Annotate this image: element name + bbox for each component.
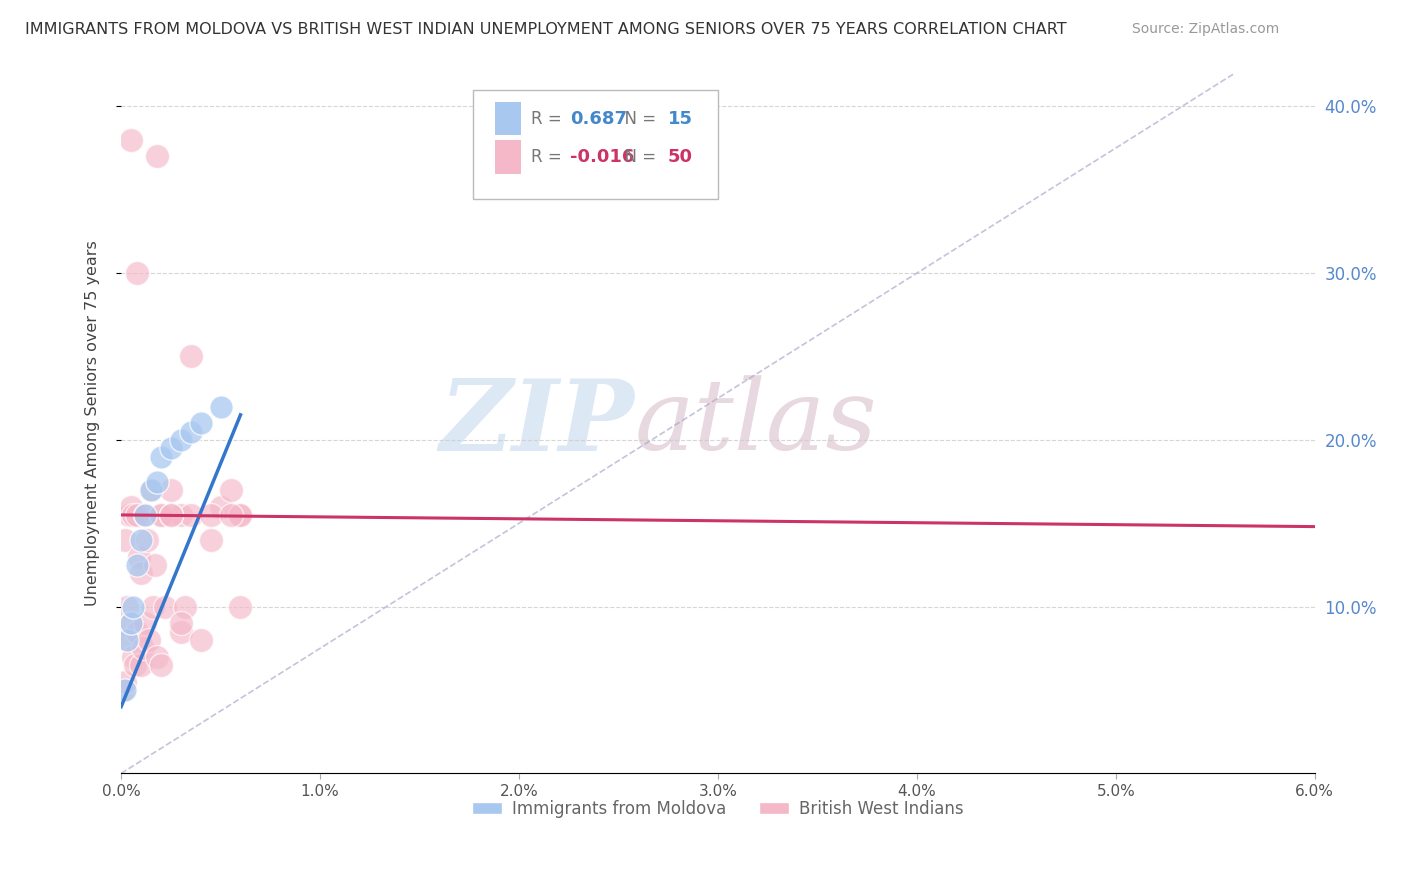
- Point: [139, 483, 162, 497]
- Point: [173, 599, 195, 614]
- Point: [142, 599, 165, 614]
- Bar: [495, 102, 522, 136]
- Point: [128, 549, 150, 564]
- Point: [120, 616, 142, 631]
- Point: [118, 508, 141, 522]
- Point: [112, 683, 135, 698]
- Point: [120, 133, 142, 147]
- Point: [122, 599, 145, 614]
- Point: [125, 624, 148, 639]
- Text: R =: R =: [530, 110, 567, 128]
- Point: [129, 566, 152, 581]
- Point: [125, 266, 148, 280]
- Point: [146, 649, 169, 664]
- Text: Source: ZipAtlas.com: Source: ZipAtlas.com: [1132, 22, 1279, 37]
- Point: [114, 674, 136, 689]
- Point: [125, 558, 148, 572]
- Point: [114, 533, 136, 547]
- Point: [170, 433, 193, 447]
- Point: [160, 483, 183, 497]
- Text: 50: 50: [668, 148, 693, 166]
- Point: [200, 508, 222, 522]
- Y-axis label: Unemployment Among Seniors over 75 years: Unemployment Among Seniors over 75 years: [86, 240, 100, 606]
- Point: [149, 658, 172, 673]
- Point: [160, 508, 183, 522]
- Point: [143, 558, 166, 572]
- Text: 15: 15: [668, 110, 693, 128]
- Point: [190, 416, 212, 430]
- Bar: [495, 140, 522, 174]
- Point: [139, 483, 162, 497]
- Point: [115, 599, 138, 614]
- Point: [134, 508, 156, 522]
- Point: [149, 508, 172, 522]
- Point: [129, 533, 152, 547]
- Point: [124, 658, 146, 673]
- Point: [209, 400, 232, 414]
- Legend: Immigrants from Moldova, British West Indians: Immigrants from Moldova, British West In…: [465, 793, 970, 824]
- Point: [190, 633, 212, 648]
- Point: [229, 599, 252, 614]
- Point: [170, 624, 193, 639]
- Point: [149, 508, 172, 522]
- Point: [149, 450, 172, 464]
- Point: [115, 633, 138, 648]
- Point: [153, 599, 176, 614]
- Point: [122, 649, 145, 664]
- Point: [180, 508, 202, 522]
- Point: [122, 508, 145, 522]
- Point: [134, 616, 156, 631]
- Point: [160, 508, 183, 522]
- Point: [229, 508, 252, 522]
- Point: [118, 633, 141, 648]
- Point: [170, 508, 193, 522]
- Point: [209, 500, 232, 514]
- Point: [114, 683, 136, 698]
- Point: [180, 425, 202, 439]
- Text: ZIP: ZIP: [439, 375, 634, 472]
- Point: [132, 641, 155, 656]
- Point: [219, 508, 242, 522]
- Point: [120, 616, 142, 631]
- Text: N =: N =: [614, 110, 661, 128]
- Point: [129, 658, 152, 673]
- Text: atlas: atlas: [634, 376, 877, 471]
- Point: [146, 149, 169, 163]
- Text: 0.687: 0.687: [569, 110, 627, 128]
- Point: [125, 508, 148, 522]
- Point: [120, 500, 142, 514]
- FancyBboxPatch shape: [474, 90, 718, 199]
- Text: N =: N =: [614, 148, 661, 166]
- Point: [138, 633, 160, 648]
- Text: IMMIGRANTS FROM MOLDOVA VS BRITISH WEST INDIAN UNEMPLOYMENT AMONG SENIORS OVER 7: IMMIGRANTS FROM MOLDOVA VS BRITISH WEST …: [25, 22, 1067, 37]
- Text: -0.016: -0.016: [569, 148, 634, 166]
- Text: R =: R =: [530, 148, 567, 166]
- Point: [180, 350, 202, 364]
- Point: [160, 441, 183, 455]
- Point: [200, 533, 222, 547]
- Point: [146, 475, 169, 489]
- Point: [219, 483, 242, 497]
- Point: [170, 616, 193, 631]
- Point: [136, 533, 159, 547]
- Point: [134, 508, 156, 522]
- Point: [229, 508, 252, 522]
